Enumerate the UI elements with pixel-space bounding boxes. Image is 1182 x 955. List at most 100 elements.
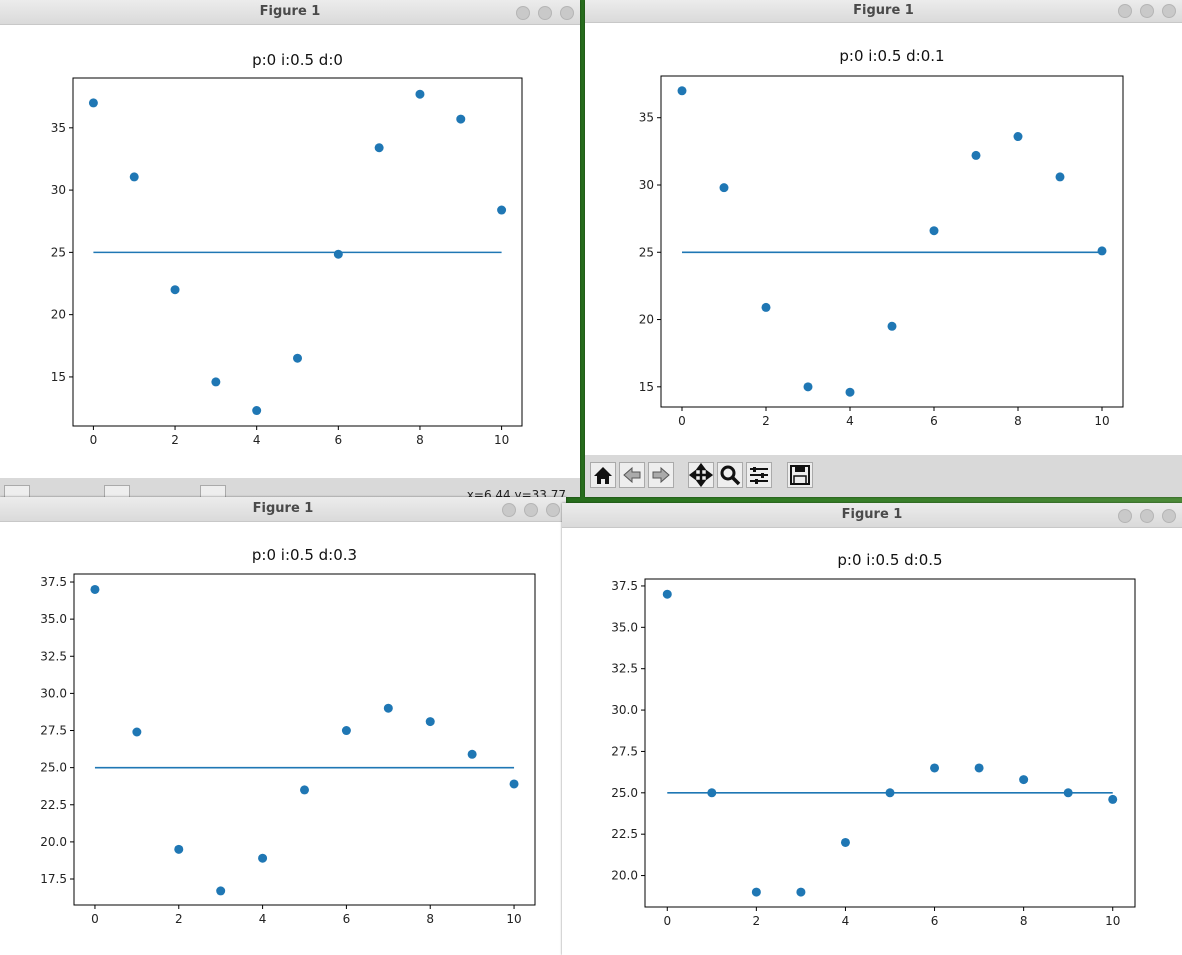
save-button[interactable]: [787, 462, 813, 488]
chart: p:0 i:0.5 d:0.5 20.0 22.5 25.0 27.5 30.0 32.5 3…: [611, 551, 1136, 928]
home-button[interactable]: [590, 462, 616, 488]
y-tick-label: 15: [51, 370, 66, 384]
point: [497, 205, 507, 215]
point: [374, 143, 384, 153]
y-tick-label: 22.5: [40, 798, 67, 812]
y-tick-label: 20.0: [611, 869, 638, 883]
point: [1019, 775, 1029, 785]
point: [132, 727, 142, 737]
x-tick-label: 8: [416, 433, 424, 447]
point: [88, 98, 98, 108]
title-bar: Figure 1: [0, 497, 566, 522]
chart-title: p:0 i:0.5 d:0.5: [837, 551, 942, 569]
point: [90, 584, 100, 594]
plot-frame: [660, 75, 1124, 408]
button[interactable]: [1118, 509, 1132, 523]
y-tick-label: 35.0: [611, 620, 638, 634]
title-bar: Figure 1: [0, 0, 580, 25]
x-tick-label: 0: [678, 414, 686, 428]
button[interactable]: [502, 503, 516, 517]
x-tick-label: 2: [762, 414, 770, 428]
y-tick-label: 32.5: [40, 649, 67, 663]
y-tick-label: 20.0: [40, 835, 67, 849]
y-tick-label: 30.0: [40, 686, 67, 700]
window: p:0 i:0.5 d:0.3 17.5 20.0 22.5 25.0 27.5 30.0 3…: [0, 497, 566, 955]
button[interactable]: [560, 6, 574, 20]
point: [974, 763, 984, 773]
y-tick-label: 25.0: [611, 786, 638, 800]
button[interactable]: [1162, 509, 1176, 523]
point: [467, 749, 477, 759]
point: [333, 249, 343, 259]
x-tick-label: 6: [931, 914, 939, 928]
tool-button[interactable]: [104, 485, 130, 497]
point: [930, 763, 940, 773]
chart-title: p:0 i:0.5 d:0.3: [252, 546, 357, 564]
point: [803, 382, 813, 392]
button[interactable]: [1140, 4, 1154, 18]
x-tick-label: 8: [426, 912, 434, 926]
point: [662, 589, 672, 599]
point: [425, 717, 435, 727]
point: [383, 703, 393, 713]
window-title: Figure 1: [853, 3, 914, 18]
window: p:0 i:0.5 d:0 15 20 25 30 35 0 2 4 6 8 10 Figure 1 …: [0, 0, 580, 497]
button[interactable]: [524, 503, 538, 517]
point: [845, 387, 855, 397]
window: p:0 i:0.5 d:0.1 15 20 25 30 35 0 2 4 6 8 10 Figure …: [585, 0, 1182, 497]
point: [1097, 246, 1107, 256]
zoom-button[interactable]: [717, 462, 743, 488]
point: [341, 726, 351, 736]
title-bar: Figure 1: [562, 503, 1182, 528]
chart: p:0 i:0.5 d:0.1 15 20 25 30 35 0 2 4 6 8 10: [639, 47, 1124, 428]
window-title: Figure 1: [841, 507, 903, 522]
x-tick-label: 8: [1014, 414, 1022, 428]
point: [751, 887, 761, 897]
y-tick-label: 17.5: [40, 872, 67, 886]
point: [170, 285, 180, 295]
chart-title: p:0 i:0.5 d:0: [252, 51, 343, 69]
point: [677, 86, 687, 96]
y-tick-label: 30.0: [611, 703, 638, 717]
window: p:0 i:0.5 d:0.5 20.0 22.5 25.0 27.5 30.0 32.5 3…: [562, 503, 1182, 955]
point: [509, 779, 519, 789]
button[interactable]: [538, 6, 552, 20]
y-tick-label: 37.5: [40, 575, 67, 589]
config-button[interactable]: [746, 462, 772, 488]
y-tick-label: 25: [639, 245, 654, 259]
plot-frame: [644, 578, 1136, 908]
x-tick-label: 0: [90, 433, 98, 447]
y-tick-label: 35.0: [40, 612, 67, 626]
y-tick-label: 35: [51, 121, 66, 135]
tool-button[interactable]: [4, 485, 30, 497]
status-text: x=6.44 y=33.77: [466, 488, 566, 497]
point: [211, 377, 221, 387]
x-tick-label: 6: [343, 912, 351, 926]
y-tick-label: 32.5: [611, 662, 638, 676]
button[interactable]: [516, 6, 530, 20]
forward-button[interactable]: [648, 462, 674, 488]
y-tick-label: 30: [51, 183, 66, 197]
x-tick-label: 6: [334, 433, 342, 447]
button[interactable]: [1118, 4, 1132, 18]
point: [1055, 172, 1065, 182]
plot-frame: [72, 77, 523, 427]
button[interactable]: [1140, 509, 1154, 523]
back-button[interactable]: [619, 462, 645, 488]
pan-button[interactable]: [688, 462, 714, 488]
point: [719, 183, 729, 193]
button[interactable]: [1162, 4, 1176, 18]
plot-frame: [73, 573, 536, 906]
y-tick-label: 15: [639, 380, 654, 394]
point: [761, 302, 771, 312]
y-tick-label: 25: [51, 245, 66, 259]
x-tick-label: 8: [1020, 914, 1028, 928]
x-tick-label: 6: [930, 414, 938, 428]
button[interactable]: [546, 503, 560, 517]
point: [456, 114, 466, 124]
point: [1013, 132, 1023, 142]
y-tick-label: 25.0: [40, 761, 67, 775]
tool-button[interactable]: [200, 485, 226, 497]
toolbar: x=6.44 y=33.77: [0, 478, 580, 497]
